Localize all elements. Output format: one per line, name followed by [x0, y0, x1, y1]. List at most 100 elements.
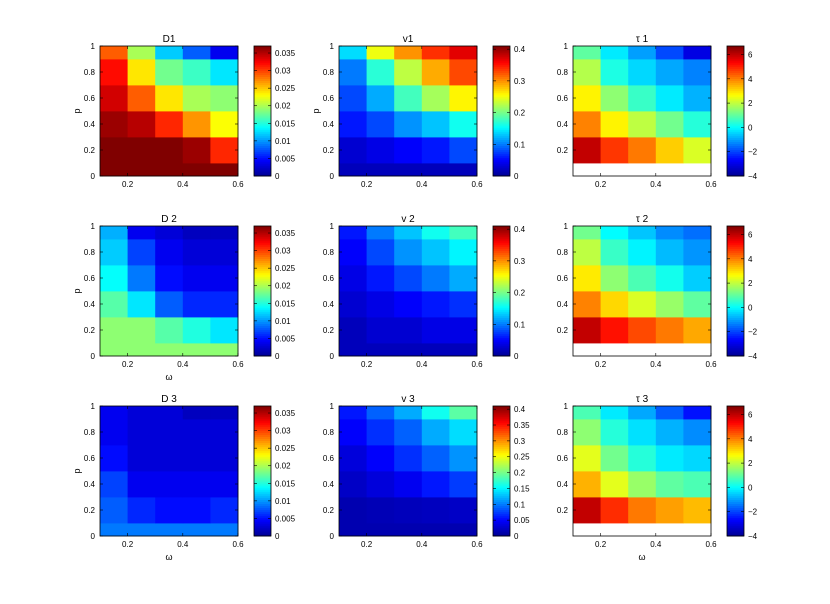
heatmap-cell	[600, 406, 629, 420]
heatmap-cell	[628, 406, 657, 420]
heatmap-cell	[339, 419, 367, 446]
colorbar-tick-label: 0.1	[514, 320, 526, 329]
colorbar-segment	[727, 454, 744, 458]
colorbar-segment	[493, 444, 510, 448]
colorbar-segment	[254, 448, 271, 452]
colorbar-segment	[254, 303, 271, 306]
heatmap-cell	[210, 265, 239, 292]
colorbar-segment	[254, 256, 271, 259]
colorbar-segment	[254, 353, 271, 357]
colorbar-segment	[254, 129, 271, 132]
colorbar-segment	[727, 173, 744, 177]
colorbar-segment	[254, 161, 271, 165]
colorbar-segment	[493, 477, 510, 480]
colorbar-segment	[493, 307, 510, 310]
colorbar-tick-label: 0.05	[514, 516, 530, 525]
heatmap-cell	[210, 59, 239, 86]
colorbar-segment	[727, 161, 744, 165]
colorbar-segment	[727, 84, 744, 88]
heatmap-cell	[182, 137, 211, 164]
colorbar-segment	[727, 100, 744, 104]
heatmap-panel-7: 0.2 0.4 0.6 0 0.2 0.4 0.6 0.8 1 D 3 p ω 0 0.005 0.01 0.…	[72, 394, 296, 562]
colorbar-segment	[727, 353, 744, 357]
colorbar-segment	[727, 82, 744, 86]
heatmap-cell	[628, 85, 657, 112]
colorbar-segment	[493, 305, 510, 308]
heatmap-cell	[573, 137, 601, 164]
heatmap-cell	[155, 226, 184, 240]
colorbar-segment	[254, 460, 271, 464]
colorbar-segment	[727, 276, 744, 280]
colorbar-tick-label: 0	[514, 532, 519, 541]
colorbar-tick-label: 6	[748, 231, 753, 240]
y-tick-label: 1	[330, 402, 335, 411]
colorbar-segment	[727, 410, 744, 413]
colorbar-segment	[493, 515, 510, 519]
heatmap-cell	[182, 59, 211, 86]
colorbar-segment	[493, 68, 510, 71]
heatmap-panel-2: 0.2 0.4 0.6 0 0.2 0.4 0.6 0.8 1 v1 p 0 0.1 0.2 0.3 0.4	[311, 34, 526, 189]
heatmap-cell	[339, 239, 367, 266]
heatmap-cell	[100, 137, 128, 164]
colorbar-segment	[254, 331, 271, 335]
heatmap-cell	[655, 317, 684, 344]
heatmap-cell	[127, 291, 156, 318]
colorbar-segment	[727, 499, 744, 502]
heatmap-cell	[600, 137, 629, 164]
colorbar-tick-label: 0	[748, 483, 753, 492]
colorbar-segment	[493, 337, 510, 341]
colorbar-segment	[493, 511, 510, 515]
colorbar-segment	[493, 319, 510, 322]
colorbar-segment	[727, 157, 744, 161]
colorbar-segment	[727, 305, 744, 308]
colorbar-segment	[254, 284, 271, 288]
colorbar-segment	[727, 117, 744, 120]
colorbar-segment	[493, 121, 510, 124]
colorbar-segment	[493, 406, 510, 409]
colorbar-segment	[493, 295, 510, 298]
heatmap-cell	[127, 239, 156, 266]
colorbar-segment	[254, 48, 271, 51]
colorbar-segment	[254, 254, 271, 257]
heatmap-cell	[449, 46, 478, 60]
heatmap-cell	[421, 239, 450, 266]
colorbar-segment	[493, 52, 510, 55]
colorbar-segment	[727, 90, 744, 94]
colorbar-tick-label: 6	[748, 51, 753, 60]
colorbar-segment	[493, 422, 510, 425]
y-tick-label: 0.8	[323, 428, 335, 437]
y-tick-label: 0.8	[323, 248, 335, 257]
colorbar-segment	[727, 270, 744, 274]
heatmap-cell	[366, 111, 395, 138]
heatmap-cell	[210, 137, 239, 164]
colorbar-segment	[493, 167, 510, 171]
colorbar-segment	[727, 72, 744, 75]
x-tick-label: 0.4	[177, 180, 189, 189]
colorbar-segment	[493, 246, 510, 249]
colorbar-segment	[254, 137, 271, 140]
colorbar-segment	[727, 489, 744, 492]
colorbar-segment	[493, 501, 510, 504]
heatmap-cell	[366, 445, 395, 472]
colorbar-segment	[727, 448, 744, 452]
heatmap-cell	[100, 343, 239, 357]
colorbar-segment	[727, 286, 744, 290]
x-tick-label: 0.6	[705, 540, 717, 549]
x-tick-label: 0.6	[471, 360, 483, 369]
colorbar-segment	[493, 76, 510, 79]
colorbar-segment	[493, 157, 510, 161]
heatmap-cell	[573, 111, 601, 138]
colorbar-segment	[727, 248, 744, 251]
colorbar-segment	[727, 149, 744, 153]
colorbar-segment	[727, 266, 744, 270]
heatmap-cell	[339, 59, 367, 86]
colorbar-segment	[493, 106, 510, 110]
colorbar-segment	[727, 436, 744, 439]
heatmap-cell	[655, 497, 684, 524]
y-tick-label: 0.6	[323, 274, 335, 283]
heatmap-cell	[155, 406, 184, 420]
colorbar-segment	[254, 151, 271, 155]
colorbar-tick-label: 4	[748, 435, 753, 444]
colorbar-segment	[254, 420, 271, 423]
heatmap-cell	[210, 291, 239, 318]
